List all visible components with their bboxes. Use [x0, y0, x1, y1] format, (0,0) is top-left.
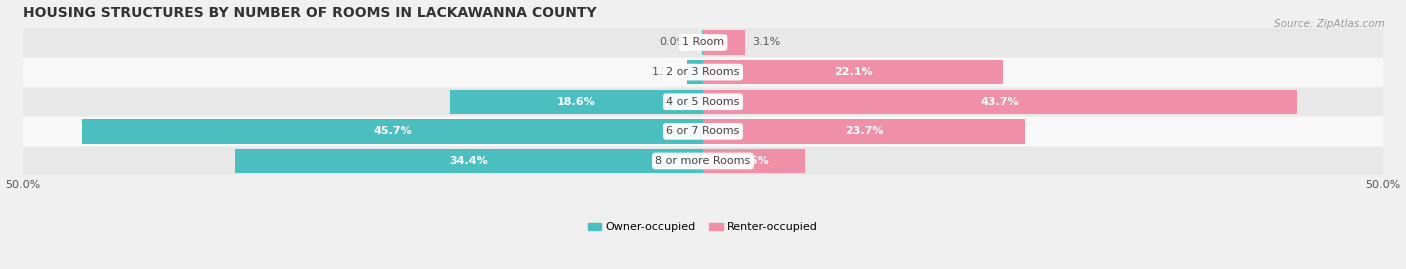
Text: HOUSING STRUCTURES BY NUMBER OF ROOMS IN LACKAWANNA COUNTY: HOUSING STRUCTURES BY NUMBER OF ROOMS IN… — [22, 6, 596, 20]
Text: 1 Room: 1 Room — [682, 37, 724, 48]
Bar — [22, 58, 1384, 86]
Text: 0.09%: 0.09% — [659, 37, 695, 48]
Text: 7.5%: 7.5% — [738, 156, 769, 166]
Text: 3.1%: 3.1% — [752, 37, 780, 48]
Text: 6 or 7 Rooms: 6 or 7 Rooms — [666, 126, 740, 136]
Bar — [22, 147, 1384, 175]
Text: Source: ZipAtlas.com: Source: ZipAtlas.com — [1274, 19, 1385, 29]
Bar — [450, 90, 703, 114]
Text: 45.7%: 45.7% — [373, 126, 412, 136]
Bar — [22, 87, 1384, 116]
Text: 1.2%: 1.2% — [651, 67, 681, 77]
Bar — [82, 119, 703, 143]
Text: 2 or 3 Rooms: 2 or 3 Rooms — [666, 67, 740, 77]
Bar — [703, 119, 1025, 143]
Text: 22.1%: 22.1% — [834, 67, 873, 77]
Bar — [22, 117, 1384, 146]
Text: 23.7%: 23.7% — [845, 126, 883, 136]
Text: 34.4%: 34.4% — [450, 156, 488, 166]
Bar — [703, 149, 806, 173]
Bar — [703, 30, 745, 55]
Text: 4 or 5 Rooms: 4 or 5 Rooms — [666, 97, 740, 107]
Bar — [703, 90, 1298, 114]
Bar — [235, 149, 703, 173]
Text: 18.6%: 18.6% — [557, 97, 596, 107]
Text: 8 or more Rooms: 8 or more Rooms — [655, 156, 751, 166]
Bar — [703, 60, 1004, 84]
Bar — [686, 60, 703, 84]
Text: 43.7%: 43.7% — [981, 97, 1019, 107]
Bar — [22, 28, 1384, 57]
Legend: Owner-occupied, Renter-occupied: Owner-occupied, Renter-occupied — [583, 218, 823, 237]
